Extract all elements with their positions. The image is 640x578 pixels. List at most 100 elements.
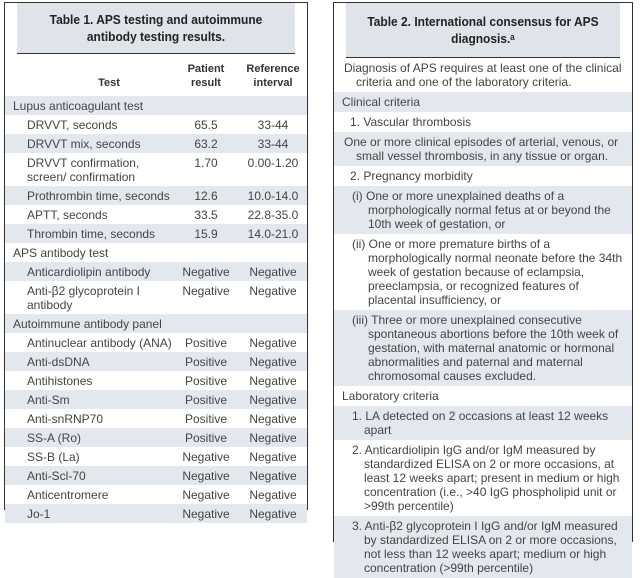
criteria-row: Clinical criteria [334,92,632,112]
table-1-title: Table 1. APS testing and autoimmune anti… [17,3,295,54]
test-cell: APS antibody test [13,245,109,260]
section-row: Autoimmune antibody panel [5,314,307,333]
test-cell: Jo-1 [27,506,51,521]
test-cell: SS-B (La) [27,449,80,464]
result-cell: Negative [182,283,230,298]
result-cell: 12.6 [194,188,218,203]
criteria-row: 3. Anti-β2 glycoprotein I IgG and/or IgM… [334,516,632,578]
result-cell: 65.5 [194,117,218,132]
test-cell: Thrombin time, seconds [27,226,156,241]
result-cell: 63.2 [194,136,218,151]
table-row: Anti-β2 glycoprotein I antibody Negative N… [5,281,307,314]
criteria-row: (ii) One or more premature births of a m… [352,237,623,307]
reference-cell: Negative [249,449,297,464]
test-cell: Lupus anticoagulant test [13,98,144,113]
test-cell: Anti-snRNP70 [27,411,104,426]
result-cell: Positive [184,430,228,445]
criteria-row: 1. Vascular thrombosis [350,115,472,129]
table-row: Anti-Sm Positive Negative [5,390,307,409]
result-cell: Negative [182,487,230,502]
test-cell: Anti-β2 glycoprotein I antibody [27,283,140,312]
reference-cell [239,317,307,331]
col-header-result: Patient result [187,63,225,89]
result-cell: Negative [182,468,230,483]
table-row: DRVVT mix, seconds 63.2 33-44 [5,134,307,153]
table-row: SS-B (La) Negative Negative [5,447,307,466]
col-header-reference: Reference interval [246,63,300,89]
reference-cell: 10.0-14.0 [247,188,299,203]
test-cell: Antinuclear antibody (ANA) [27,335,172,350]
reference-cell: 33-44 [257,117,289,132]
reference-cell: 0.00-1.20 [247,155,299,170]
result-cell: 1.70 [194,155,218,170]
table-row: DRVVT confirmation, screen/ confirmation… [5,153,307,186]
table-row: Anti-snRNP70 Positive Negative [5,409,307,428]
table-row: Antinuclear antibody (ANA) Positive Negati… [5,333,307,352]
reference-cell: Negative [249,506,297,521]
test-cell: DRVVT mix, seconds [27,136,141,151]
test-cell: SS-A (Ro) [27,430,82,445]
reference-cell: Negative [249,373,297,388]
table-row: Jo-1 Negative Negative [5,504,307,523]
reference-cell: Negative [249,468,297,483]
test-cell: DRVVT confirmation, screen/ confirmation [27,155,140,184]
table-row: Prothrombin time, seconds 12.6 10.0-14.0 [5,186,307,205]
column-headers: Test Patient result Reference interval [5,54,307,96]
criteria-row: 2. Anticardiolipin IgG and/or IgM measur… [352,443,620,513]
result-cell: Negative [182,506,230,521]
criteria-row: (i) One or more unexplained deaths of a … [334,186,632,234]
criteria-row: Laboratory criteria [342,389,439,403]
criteria-row: 1. LA detected on 2 occasions at least 1… [334,406,632,440]
criteria-row: Diagnosis of APS requires at least one o… [344,61,622,89]
table-row: SS-A (Ro) Positive Negative [5,428,307,447]
result-cell: 15.9 [194,226,218,241]
reference-cell: Negative [249,487,297,502]
table-2: Table 2. International consensus for APS… [333,2,633,578]
table-row: Anti-dsDNA Positive Negative [5,352,307,371]
test-cell: Anti-Sm [27,392,70,407]
result-cell: Positive [184,354,228,369]
reference-cell: Negative [249,283,297,298]
result-cell: 33.5 [194,207,218,222]
result-cell [173,246,239,260]
reference-cell: Negative [249,354,297,369]
result-cell: Negative [182,449,230,464]
result-cell: Positive [184,335,228,350]
reference-cell: Negative [249,264,297,279]
reference-cell: 22.8-35.0 [247,207,299,222]
reference-cell: 14.0-21.0 [247,226,299,241]
section-row: APS antibody test [5,243,307,262]
reference-cell: Negative [249,392,297,407]
col-header-test: Test [98,77,120,89]
section-row: Lupus anticoagulant test [5,96,307,115]
test-cell: Autoimmune antibody panel [13,316,162,331]
result-cell: Positive [184,411,228,426]
reference-cell: Negative [249,430,297,445]
table-row: Anticentromere Negative Negative [5,485,307,504]
criteria-row: (iii) Three or more unexplained consecut… [334,310,632,386]
table-row: Anti-Scl-70 Negative Negative [5,466,307,485]
table-1: Table 1. APS testing and autoimmune anti… [4,2,308,523]
test-cell: Anti-dsDNA [27,354,90,369]
reference-cell [239,246,307,260]
test-cell: Antihistones [27,373,93,388]
reference-cell: Negative [249,335,297,350]
result-cell [173,317,239,331]
table-2-title: Table 2. International consensus for APS… [345,3,621,58]
test-cell: Anticentromere [27,487,109,502]
result-cell: Positive [184,373,228,388]
table-row: Thrombin time, seconds 15.9 14.0-21.0 [5,224,307,243]
reference-cell: 33-44 [257,136,289,151]
table-row: DRVVT, seconds 65.5 33-44 [5,115,307,134]
table-row: Anticardiolipin antibody Negative Negative [5,262,307,281]
table-row: Antihistones Positive Negative [5,371,307,390]
result-cell [173,99,239,113]
test-cell: Prothrombin time, seconds [27,188,170,203]
result-cell: Positive [184,392,228,407]
reference-cell [239,99,307,113]
test-cell: Anti-Scl-70 [27,468,86,483]
test-cell: APTT, seconds [27,207,108,222]
test-cell: Anticardiolipin antibody [27,264,151,279]
criteria-row: One or more clinical episodes of arteria… [334,132,632,166]
test-cell: DRVVT, seconds [27,117,118,132]
